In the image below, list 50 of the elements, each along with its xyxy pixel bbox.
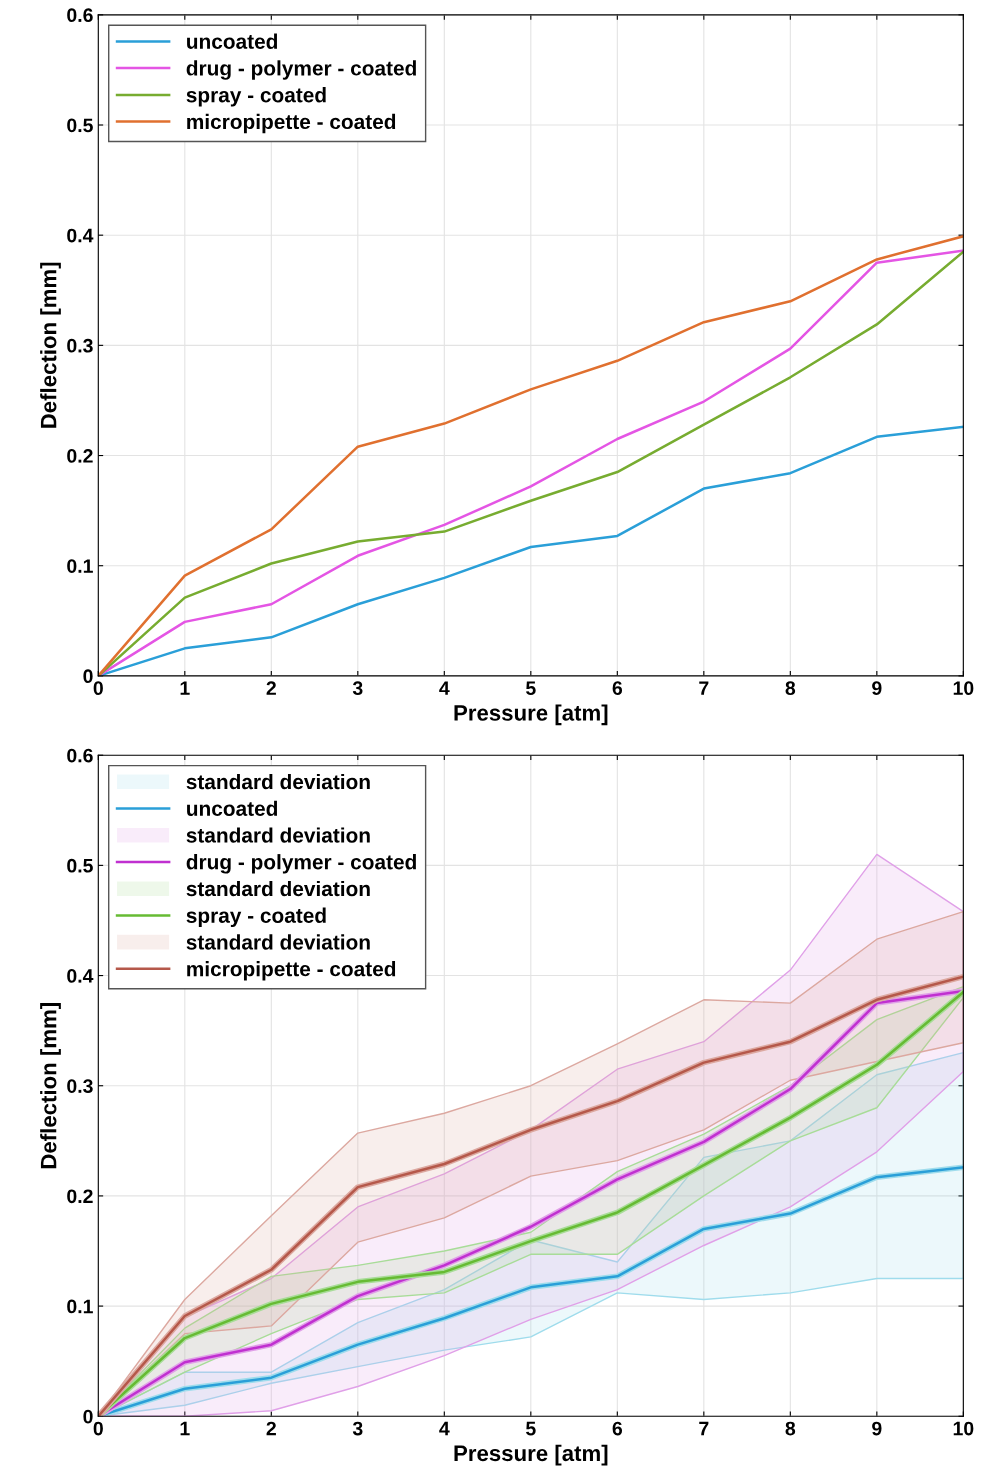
legend-label: micropipette - coated bbox=[187, 113, 396, 134]
x-tick-label: 5 bbox=[526, 1421, 536, 1436]
legend-label: standard deviation bbox=[186, 880, 370, 897]
y-tick-label: 0.4 bbox=[67, 969, 94, 983]
x-tick-label: 5 bbox=[526, 681, 536, 696]
x-tick-label: 1 bbox=[180, 1421, 190, 1436]
legend-label: standard deviation bbox=[186, 934, 370, 950]
legend-label: uncoated bbox=[187, 800, 278, 816]
legend-label: uncoated bbox=[187, 33, 278, 49]
y-tick-label: 0.2 bbox=[67, 449, 93, 463]
x-tick-label: 3 bbox=[352, 681, 363, 696]
x-tick-label: 6 bbox=[612, 1421, 623, 1436]
y-tick-label: 0.1 bbox=[67, 1299, 93, 1314]
x-tick-label: 4 bbox=[439, 681, 450, 695]
x-tick-label: 3 bbox=[352, 1421, 363, 1436]
y-axis-title: Deflection [mm] bbox=[40, 1003, 61, 1169]
legend-label: drug - polymer - coated bbox=[186, 854, 416, 874]
x-tick-label: 8 bbox=[785, 1421, 796, 1436]
y-tick-label: 0.6 bbox=[67, 8, 93, 23]
x-tick-label: 1 bbox=[180, 681, 190, 695]
x-tick-label: 8 bbox=[785, 681, 796, 696]
y-tick-label: 0.6 bbox=[67, 748, 93, 763]
x-tick-label: 2 bbox=[266, 1421, 276, 1436]
legend-label: drug - polymer - coated bbox=[186, 60, 416, 80]
legend-label: spray - coated bbox=[186, 87, 326, 107]
y-axis-title: Deflection [mm] bbox=[40, 262, 61, 428]
x-axis-title: Pressure [atm] bbox=[454, 704, 608, 726]
y-tick-label: 0.1 bbox=[67, 559, 93, 573]
legend-label: standard deviation bbox=[186, 773, 370, 790]
x-tick-label: 7 bbox=[699, 681, 709, 695]
x-tick-label: 2 bbox=[266, 681, 276, 695]
x-tick-label: 4 bbox=[439, 1421, 450, 1436]
y-tick-label: 0.4 bbox=[67, 228, 94, 243]
y-tick-label: 0.3 bbox=[67, 1079, 93, 1093]
y-tick-label: 0.5 bbox=[67, 118, 93, 133]
y-tick-label: 0 bbox=[83, 1409, 93, 1424]
x-tick-label: 9 bbox=[872, 681, 882, 696]
y-tick-label: 0.3 bbox=[67, 338, 93, 353]
legend-label: spray - coated bbox=[186, 907, 326, 928]
y-tick-label: 0 bbox=[83, 669, 93, 684]
legend-label: micropipette - coated bbox=[187, 961, 396, 981]
x-tick-label: 9 bbox=[872, 1421, 882, 1436]
y-tick-label: 0.5 bbox=[67, 858, 93, 873]
x-tick-label: 6 bbox=[612, 681, 623, 696]
legend-label: standard deviation bbox=[186, 827, 370, 843]
x-tick-label: 10 bbox=[953, 681, 974, 696]
x-axis-title: Pressure [atm] bbox=[454, 1444, 608, 1466]
x-tick-label: 10 bbox=[953, 1421, 974, 1436]
x-tick-label: 7 bbox=[699, 1421, 709, 1436]
y-tick-label: 0.2 bbox=[67, 1189, 93, 1204]
